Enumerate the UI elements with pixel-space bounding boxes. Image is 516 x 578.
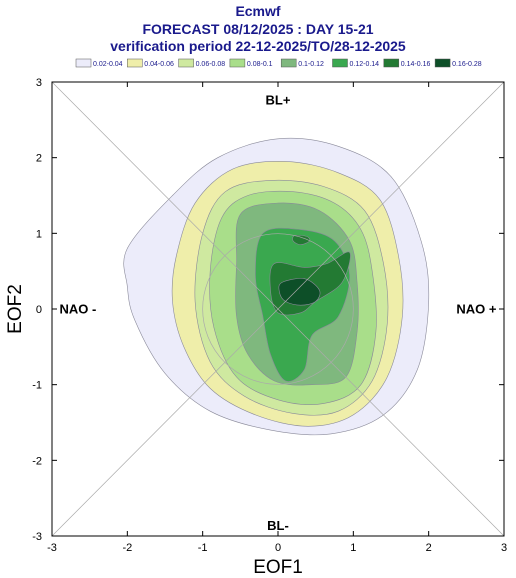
legend-swatch [332, 58, 348, 68]
contour-level [278, 278, 321, 306]
annotation-top: BL+ [266, 93, 291, 108]
y-tick-label: 2 [36, 153, 42, 165]
legend-label: 0.02-0.04 [93, 61, 123, 68]
y-tick-label: 1 [36, 228, 42, 240]
x-axis-title: EOF1 [253, 557, 303, 578]
legend-swatch [229, 58, 246, 68]
unit-circle [202, 233, 354, 385]
x-tick-label: -1 [198, 542, 208, 554]
legend-swatch [127, 58, 143, 68]
legend-label: 0.14-0.16 [401, 61, 431, 68]
y-axis-title: EOF2 [5, 284, 26, 334]
legend-label: 0.16-0.28 [452, 61, 482, 68]
y-tick-label: 3 [36, 77, 42, 89]
annotations: BL+ BL- NAO - NAO + [60, 93, 497, 533]
y-tick-label: -2 [32, 455, 42, 467]
legend-swatch [383, 58, 400, 68]
y-tick-label: -3 [32, 531, 42, 543]
y-tick-label: 0 [36, 304, 42, 316]
legend-label: 0.1-0.12 [298, 61, 324, 68]
y-tick-label: -1 [32, 380, 42, 392]
legend: 0.02-0.04 0.04-0.06 0.06-0.08 0.08-0.1 0.1-0… [75, 58, 482, 68]
contour-level [292, 234, 311, 246]
legend-label: 0.12-0.14 [350, 61, 380, 68]
chart-title: Ecmwf [235, 3, 281, 19]
x-tick-label: -3 [47, 542, 57, 554]
annotation-left: NAO - [60, 302, 97, 317]
legend-swatch [434, 58, 451, 68]
diagonal-line [51, 81, 505, 537]
x-tick-label: -2 [122, 542, 132, 554]
x-tick-label: 1 [350, 542, 356, 554]
legend-swatch [178, 58, 194, 68]
x-tick-label: 0 [275, 542, 281, 554]
annotation-bottom: BL- [267, 518, 289, 533]
legend-label: 0.04-0.06 [144, 61, 174, 68]
chart-period: verification period 22-12-2025/TO/28-12-… [110, 38, 406, 54]
annotation-right: NAO + [456, 302, 497, 317]
x-tick-label: 2 [426, 542, 432, 554]
guide-lines [51, 81, 505, 537]
legend-swatch [75, 58, 92, 68]
contour-fills [123, 137, 430, 436]
legend-swatch [280, 58, 297, 68]
legend-label: 0.06-0.08 [196, 61, 226, 68]
axis-ticks: -3 -2 -1 0 1 2 3 -3 -2 -1 0 1 2 3 EOF1 EOF2 [5, 77, 507, 578]
x-tick-label: 3 [501, 542, 507, 554]
legend-label: 0.08-0.1 [247, 61, 273, 68]
chart-subtitle: FORECAST 08/12/2025 : DAY 15-21 [142, 21, 374, 37]
